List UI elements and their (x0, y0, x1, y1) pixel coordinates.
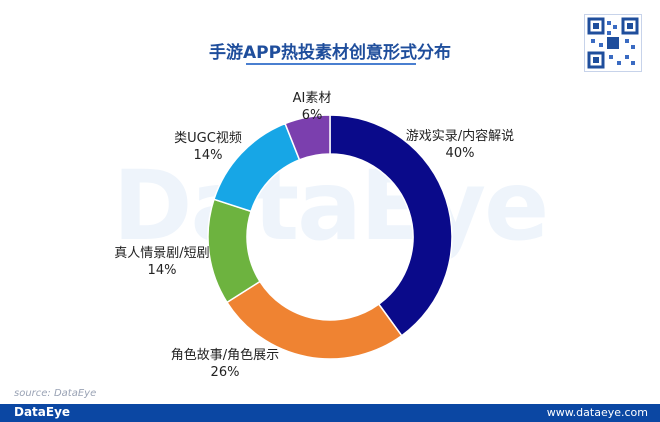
slice-name-ugc: 类UGC视频 (174, 131, 242, 146)
slice-name-drama: 真人情景剧/短剧 (114, 246, 210, 261)
footer-logo: DataEye (14, 405, 71, 419)
watermark-text: DataEye (112, 150, 549, 262)
source-note: source: DataEye (14, 388, 97, 399)
footer-url[interactable]: www.dataeye.com (546, 406, 648, 419)
slice-value-game: 40% (445, 146, 475, 161)
chart-title: 手游APP热投素材创意形式分布 (208, 43, 452, 63)
slice-name-game: 游戏实录/内容解说 (405, 129, 515, 144)
footer-bar: DataEye www.dataeye.com (0, 404, 660, 422)
slice-value-drama: 14% (147, 263, 177, 278)
slice-value-ugc: 14% (193, 148, 223, 163)
slice-ai (284, 114, 331, 161)
slice-name-character: 角色故事/角色展示 (170, 348, 280, 363)
slice-label-character: 角色故事/角色展示 26% (160, 347, 290, 381)
slice-game (329, 114, 453, 337)
slice-label-drama: 真人情景剧/短剧 14% (102, 245, 222, 279)
title-underline (246, 63, 416, 65)
slice-label-ai: AI素材 6% (272, 90, 352, 124)
slice-value-ai: 6% (301, 108, 323, 123)
slice-label-game: 游戏实录/内容解说 40% (400, 128, 520, 162)
slice-label-ugc: 类UGC视频 14% (158, 130, 258, 164)
slice-name-ai: AI素材 (292, 91, 332, 106)
slice-value-character: 26% (210, 365, 240, 380)
qr-code-icon (584, 14, 642, 72)
